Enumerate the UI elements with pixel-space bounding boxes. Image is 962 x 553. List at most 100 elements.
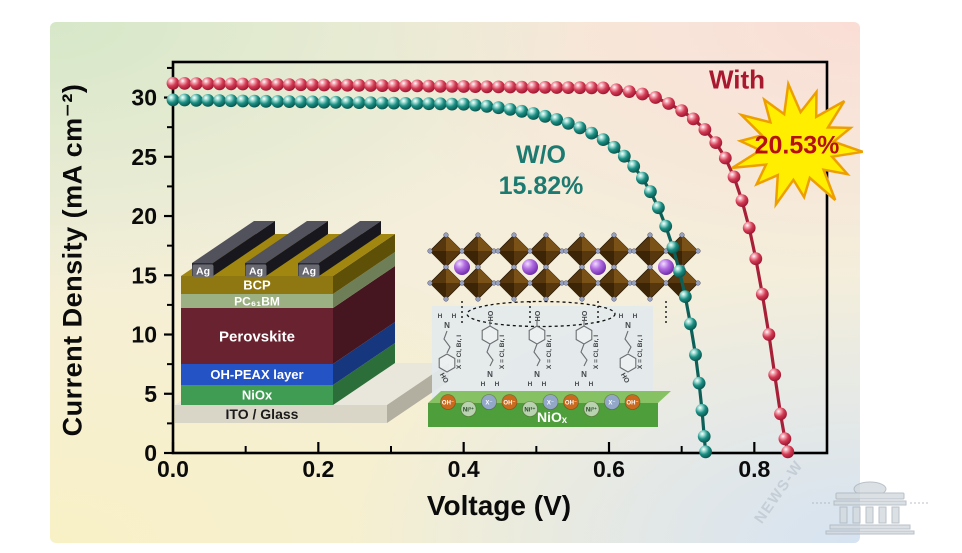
amine-n-label: N — [534, 370, 540, 379]
h-label: H — [589, 381, 594, 388]
data-point-marker — [573, 121, 587, 135]
amine-n-label: N — [444, 321, 450, 330]
h-label: H — [542, 381, 547, 388]
data-point-marker — [573, 81, 587, 95]
device-layer — [181, 308, 333, 364]
data-point-marker — [434, 79, 447, 93]
data-point-marker — [166, 93, 180, 107]
halide-atom — [443, 232, 449, 238]
halide-atom — [663, 280, 669, 286]
halide-atom — [475, 232, 481, 238]
data-point-marker — [457, 80, 471, 93]
surface-ion-label: OH⁻ — [626, 400, 638, 406]
data-point-marker — [768, 368, 782, 382]
halide-atom — [647, 264, 653, 270]
building-entablature — [833, 500, 907, 506]
data-point-marker — [317, 78, 331, 92]
data-point-marker — [698, 123, 712, 136]
data-point-marker — [742, 221, 756, 235]
data-point-marker — [468, 98, 482, 112]
surface-ion — [522, 401, 538, 417]
halide-atom — [563, 280, 569, 286]
building-column — [852, 506, 861, 524]
axis-tick-labels: 0.0 0.2 0.4 0.6 0.8 0 5 10 15 20 25 30 — [131, 85, 770, 482]
halide-atom — [495, 248, 501, 254]
ag-label-tag — [192, 264, 214, 278]
data-point-marker — [652, 201, 665, 215]
halide-atom — [695, 280, 701, 286]
h-label: H — [619, 313, 624, 320]
octahedron-facet — [682, 267, 698, 283]
halide-atom — [459, 280, 465, 286]
surface-ion-label: X⁻ — [547, 400, 554, 406]
h-label: H — [495, 381, 500, 388]
h-label: H — [438, 313, 443, 320]
data-point-marker — [294, 95, 308, 109]
data-point-marker — [329, 95, 343, 109]
data-point-marker — [166, 76, 180, 90]
halide-atom — [579, 232, 585, 238]
h-label: H — [633, 313, 638, 320]
building-step — [829, 524, 911, 530]
halide-atom — [511, 264, 517, 270]
surface-ion — [563, 394, 579, 410]
device-layer-label: Perovskite — [219, 328, 295, 345]
benzene-ring — [438, 353, 456, 373]
device-layer — [181, 385, 333, 405]
h-label: H — [481, 381, 486, 388]
y-tick-label: 5 — [144, 381, 157, 407]
data-point-marker — [259, 94, 273, 108]
x-axis-title: Voltage (V) — [426, 490, 572, 521]
data-point-marker — [271, 78, 284, 91]
molecule-panel — [432, 306, 653, 402]
h-label: H — [452, 313, 457, 320]
data-point-marker — [364, 96, 378, 110]
octahedron-facet — [514, 235, 530, 251]
halide-atom — [631, 280, 637, 286]
plot-border — [171, 60, 829, 455]
surface-ion — [481, 394, 497, 410]
data-point-marker — [636, 171, 649, 185]
data-point-marker — [306, 78, 319, 92]
halide-atom — [543, 264, 549, 270]
data-point-marker — [259, 78, 273, 91]
building-roof — [835, 492, 905, 500]
surface-ion — [440, 394, 456, 410]
octahedron-facet — [614, 267, 630, 283]
data-point-marker — [596, 81, 610, 95]
data-point-marker — [468, 80, 482, 93]
watermark-building-icon — [812, 481, 928, 535]
halide-atom — [427, 280, 433, 286]
y-tick-label: 20 — [131, 203, 157, 229]
data-point-marker — [178, 77, 192, 90]
octahedron-facet — [530, 251, 546, 267]
wo-pce-value: 15.82% — [498, 172, 584, 200]
surface-ion — [501, 394, 518, 410]
surface-ion — [604, 394, 620, 410]
halide-atom — [495, 280, 501, 286]
data-point-marker — [662, 97, 675, 110]
amine-n-label: N — [487, 370, 493, 379]
data-point-marker — [561, 81, 575, 94]
data-point-marker — [341, 96, 354, 109]
octahedron-facet — [582, 235, 598, 251]
device-layer — [181, 364, 333, 385]
plot-frame — [171, 60, 829, 455]
data-point-marker — [709, 136, 723, 150]
halide-definition-label: X = Cl, Br, I — [499, 335, 506, 369]
curve-series-w-o — [166, 93, 712, 459]
series-label-with: With — [708, 64, 766, 95]
data-point-marker — [695, 403, 709, 417]
halide-atom — [631, 248, 637, 254]
amine-n-label: N — [625, 321, 631, 330]
data-point-marker — [538, 81, 552, 94]
data-point-marker — [649, 91, 662, 104]
octahedron-facet — [514, 267, 530, 283]
data-point-marker — [410, 79, 424, 93]
data-point-marker — [622, 85, 636, 98]
octahedron-facet — [666, 283, 682, 299]
data-point-marker — [699, 445, 712, 459]
halide-atom — [475, 264, 481, 270]
niox-slab-label: NiOₓ — [537, 409, 568, 425]
